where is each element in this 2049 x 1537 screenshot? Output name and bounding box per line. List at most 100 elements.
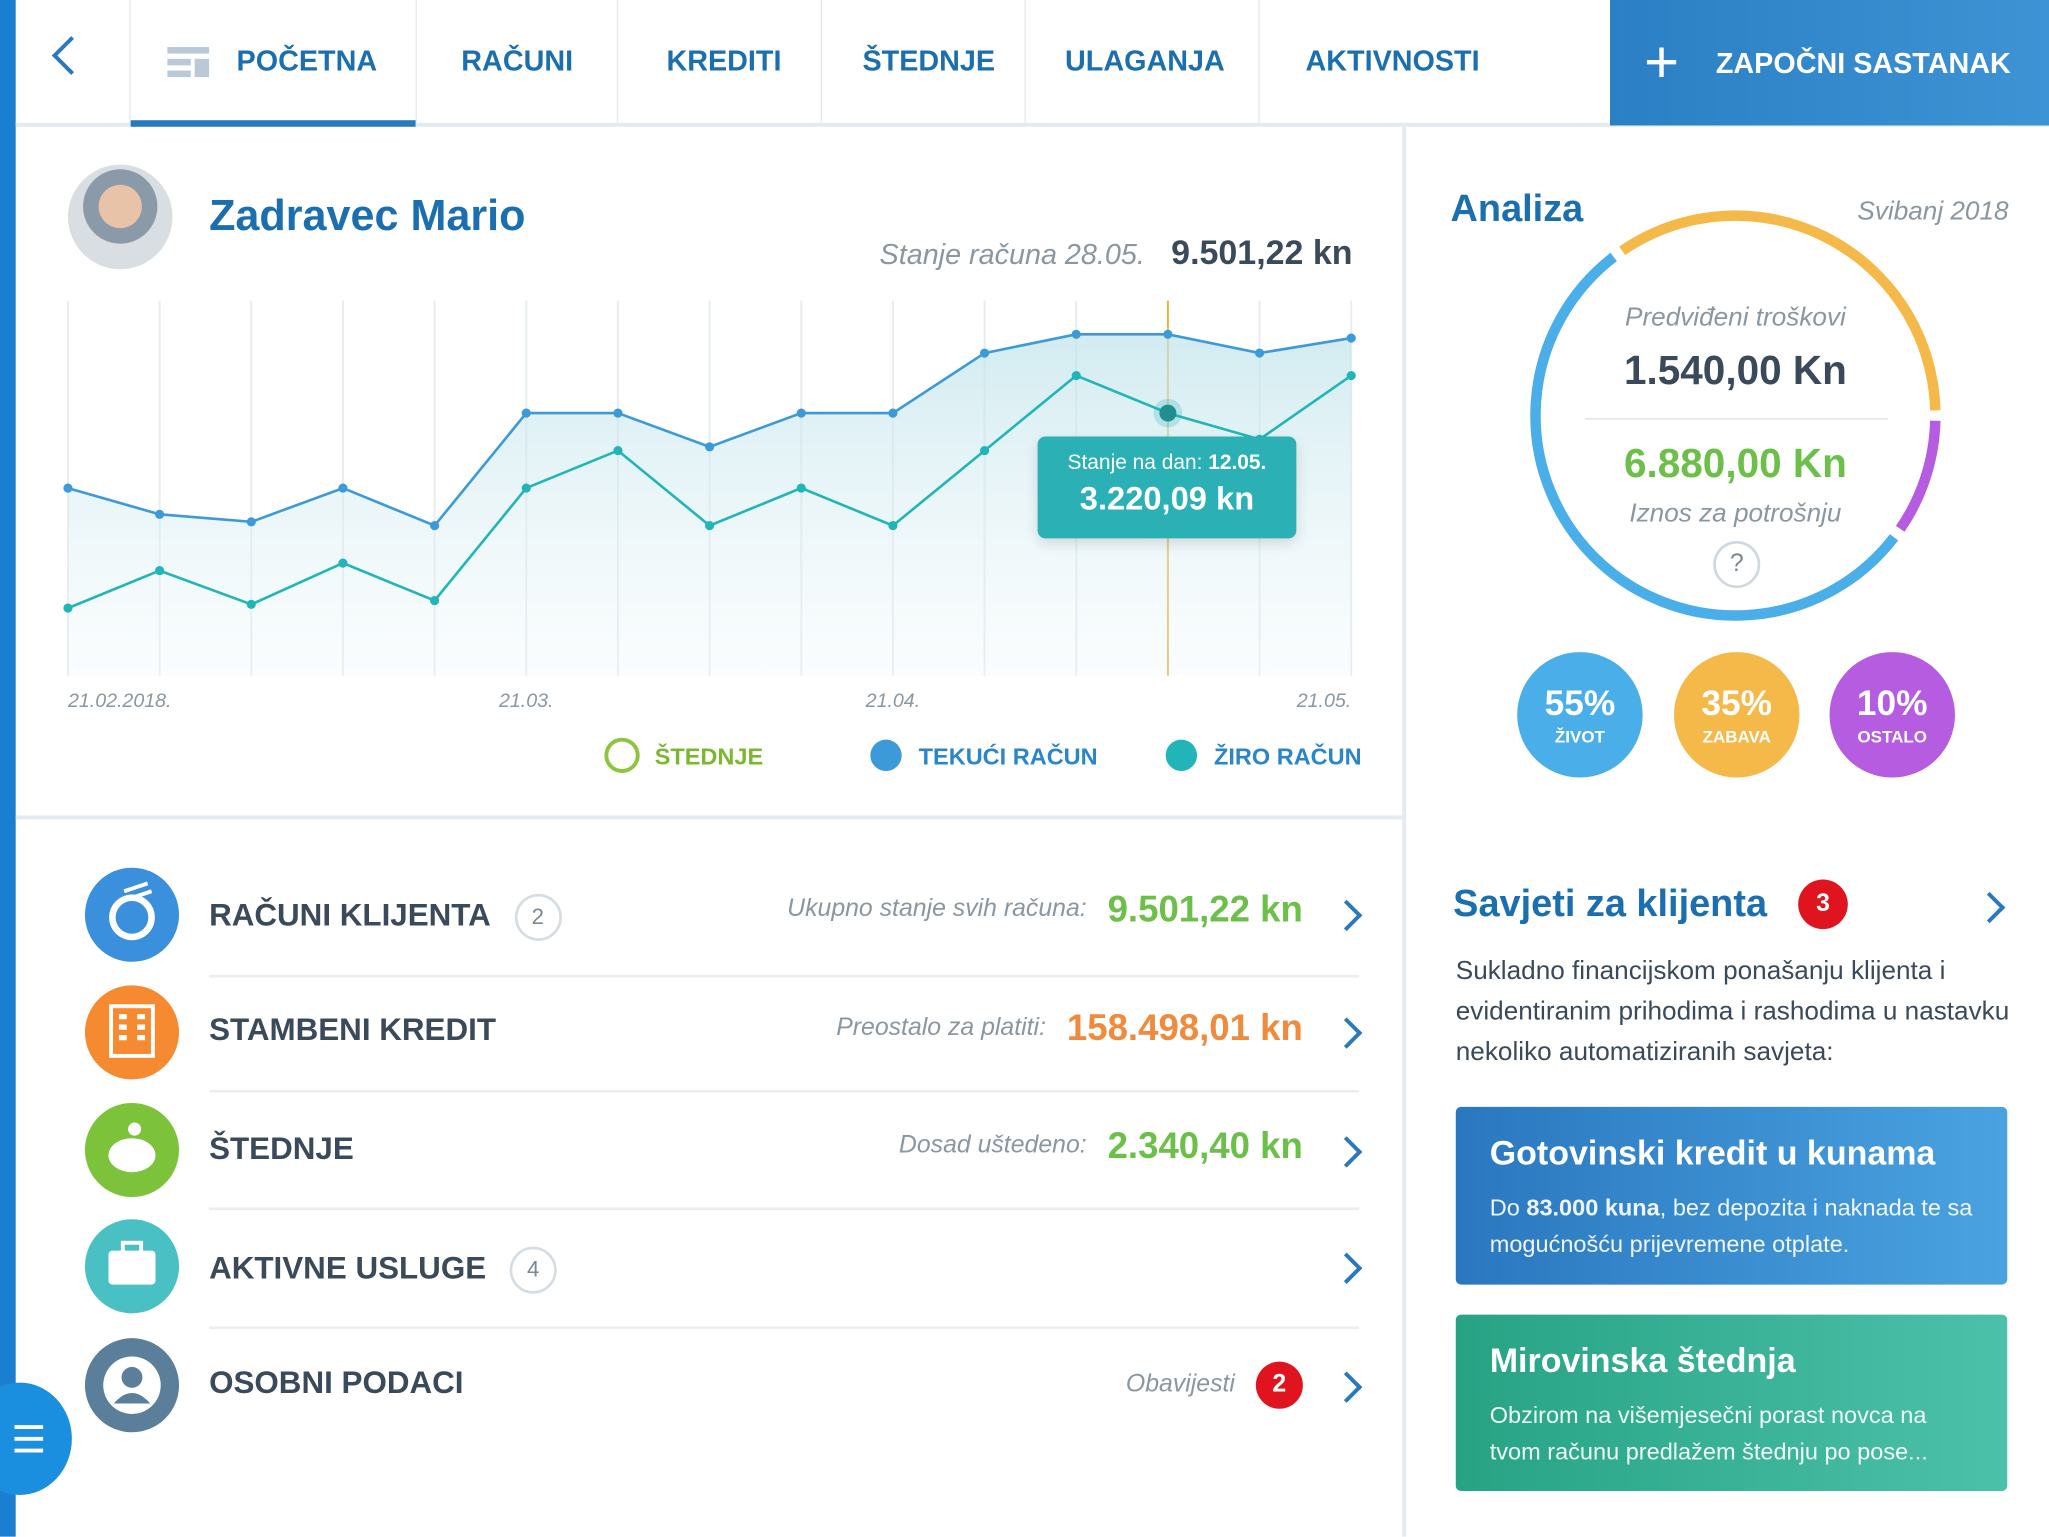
element (128, 1122, 142, 1136)
nav-item[interactable]: ŠTEDNJE (862, 44, 996, 78)
tooltip-value: 3.220,09 kn (1079, 480, 1255, 518)
element: Dosad uštedeno: 2.340,40 kn (899, 1125, 1303, 1167)
panel-divider (1402, 126, 1407, 1537)
analysis-period: Svibanj 2018 (1857, 197, 2009, 227)
nav-item[interactable]: RAČUNI (461, 44, 574, 78)
x-tick-label: 21.05. (1296, 690, 1351, 712)
share-bubble: 10% OSTALO (1829, 652, 1955, 778)
point (338, 558, 348, 568)
share-label: ZABAVA (1702, 726, 1771, 747)
element (109, 894, 155, 941)
balance-row: Stanje računa 28.05. 9.501,22 kn (880, 233, 1353, 274)
element (109, 1004, 155, 1058)
point (888, 521, 898, 531)
start-meeting-button[interactable]: + ZAPOČNI SASTANAK (1609, 0, 2049, 126)
point (1254, 348, 1265, 358)
text: , bez depozita i naknada te sa mogućnošć… (1489, 1194, 1973, 1258)
point (613, 446, 623, 456)
row-amount: 158.498,01 kn (1066, 1007, 1303, 1049)
help-button[interactable]: ? (1713, 541, 1761, 589)
row-count: 2 (514, 893, 562, 941)
row-separator (209, 974, 1360, 978)
nav-border (15, 122, 2049, 127)
element (118, 1014, 146, 1041)
client-name: Zadravec Mario (209, 190, 526, 240)
tooltip: Stanje na dan: 12.05. 3.220,09 kn (1037, 436, 1297, 539)
nav-item[interactable]: ULAGANJA (1065, 44, 1225, 78)
area (67, 334, 1352, 676)
tips-badge: 3 (1798, 879, 1848, 930)
panel-divider (15, 815, 1404, 820)
tips-text: Sukladno financijskom ponašanju klijenta… (1455, 956, 2010, 1067)
avatar (67, 164, 173, 270)
element (194, 58, 210, 78)
services-icon (84, 1219, 180, 1314)
element: Stanje na dan: 12.05. (1038, 452, 1297, 476)
point (1071, 371, 1081, 381)
tip-card[interactable]: Gotovinski kredit u kunama Do 83.000 kun… (1455, 1106, 2008, 1285)
donut-segment (1530, 252, 1899, 621)
element (103, 1356, 161, 1414)
point (155, 509, 165, 519)
point (521, 408, 531, 418)
share-value: 35% (1701, 683, 1773, 723)
tip-title: Mirovinska štednja (1489, 1340, 1796, 1380)
active-tab-underline (130, 120, 416, 127)
plus-icon: + (1643, 27, 1680, 96)
element (108, 1122, 156, 1173)
row-title-text: RAČUNI KLIJENTA (209, 898, 491, 934)
element (108, 1250, 156, 1285)
row-title: ŠTEDNJE (209, 1131, 354, 1167)
element (14, 1425, 44, 1453)
element (109, 881, 155, 941)
point (246, 599, 256, 609)
savings-icon (84, 1102, 180, 1198)
element (14, 1425, 44, 1453)
nav-item[interactable]: KREDITI (666, 44, 782, 78)
share-bubble: 55% ŽIVOT (1517, 652, 1643, 778)
text: Do (1489, 1194, 1527, 1221)
point (1346, 333, 1356, 343)
element: Obavijesti 2 (1125, 1361, 1303, 1409)
personal-icon (84, 1338, 180, 1433)
row-title: AKTIVNE USLUGE 4 (209, 1246, 557, 1294)
tip-text: Do 83.000 kuna, bez depozita i naknada t… (1490, 1189, 1974, 1262)
nav-separator (1258, 0, 1260, 123)
row-separator (209, 1089, 1360, 1093)
point (796, 408, 806, 418)
row-label: Obavijesti (1125, 1370, 1235, 1399)
share-bubble: 35% ZABAVA (1674, 652, 1800, 778)
legend-label: ŽIRO RAČUN (1214, 742, 1362, 769)
share-label: ŽIVOT (1554, 726, 1605, 747)
button-label: ZAPOČNI SASTANAK (1715, 47, 2011, 80)
legend-swatch (604, 737, 640, 773)
legend-swatch (870, 739, 902, 772)
element (113, 1393, 151, 1404)
row-separator (209, 1326, 1360, 1330)
share-label: OSTALO (1857, 726, 1927, 747)
nav-separator (820, 0, 822, 123)
nav-item[interactable]: POČETNA (236, 44, 378, 78)
share-value: 55% (1544, 683, 1616, 723)
donut-segment (1895, 420, 1941, 532)
row-separator (209, 1207, 1360, 1211)
nav-item[interactable]: AKTIVNOSTI (1305, 44, 1480, 78)
row-title-text: AKTIVNE USLUGE (209, 1251, 487, 1287)
share-value: 10% (1856, 683, 1928, 723)
row-label: Preostalo za platiti: (836, 1014, 1046, 1042)
planned-label: Predviđeni troškovi (1625, 303, 1846, 332)
donut-segment (1619, 210, 1941, 411)
spend-label: Iznos za potrošnju (1629, 499, 1842, 528)
row-label: Dosad uštedeno: (898, 1131, 1087, 1160)
legend-label: ŠTEDNJE (655, 742, 763, 769)
tip-card[interactable]: Mirovinska štednja Obzirom na višemjeseč… (1455, 1314, 2008, 1492)
point (338, 483, 348, 493)
balance-label: Stanje računa 28.05. (879, 237, 1145, 271)
point (521, 483, 531, 493)
home-icon (167, 47, 210, 78)
point (888, 408, 898, 418)
text-bold: 83.000 kuna (1526, 1194, 1660, 1221)
analysis-title: Analiza (1450, 188, 1584, 230)
